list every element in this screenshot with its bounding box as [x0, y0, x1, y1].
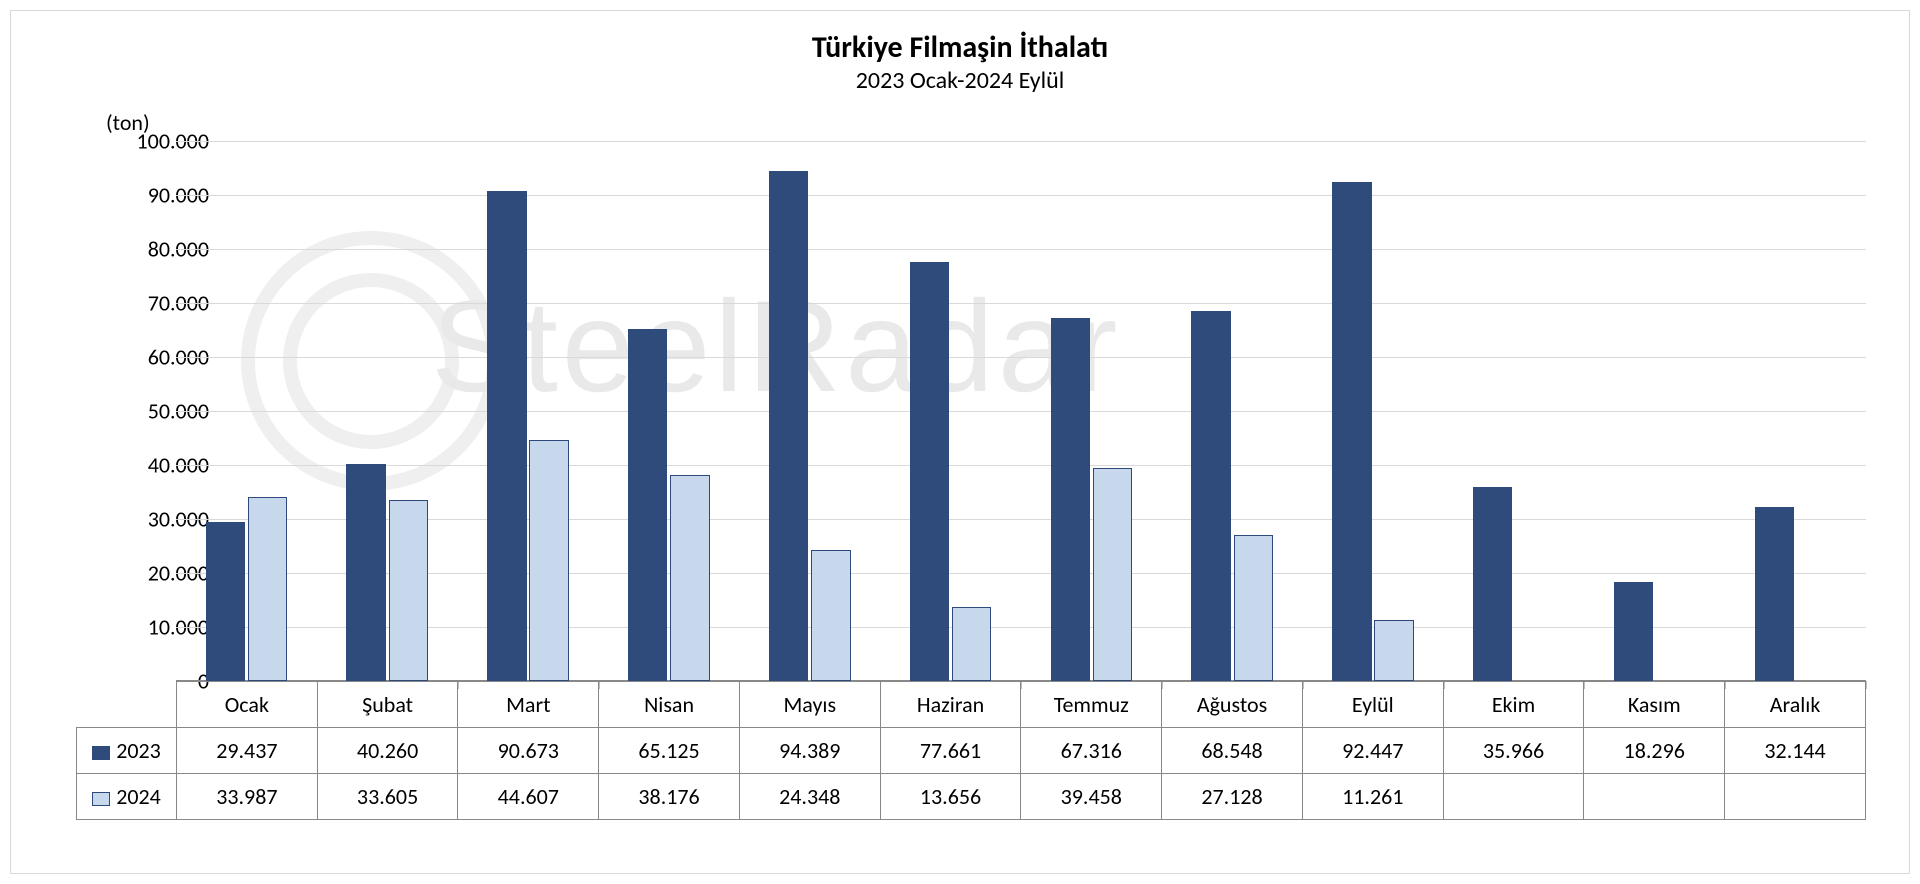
- bar: [1374, 620, 1413, 681]
- bar: [487, 191, 526, 681]
- table-cell: 35.966: [1443, 728, 1584, 774]
- chart-frame: SteelRadar Türkiye Filmaşin İthalatı 202…: [10, 10, 1910, 874]
- table-cell: 33.987: [176, 774, 317, 820]
- table-cell: 68.548: [1162, 728, 1303, 774]
- table-cell: 92.447: [1302, 728, 1443, 774]
- table-cell: 11.261: [1302, 774, 1443, 820]
- table-column-header: Mart: [458, 682, 599, 728]
- bar: [1051, 318, 1090, 682]
- table-column-header: Şubat: [317, 682, 458, 728]
- bar: [769, 171, 808, 681]
- gridline: [176, 573, 1866, 574]
- table-column-header: Kasım: [1584, 682, 1725, 728]
- bar: [670, 475, 709, 681]
- table-cell: 29.437: [176, 728, 317, 774]
- table-column-header: Mayıs: [739, 682, 880, 728]
- table-cell: 39.458: [1021, 774, 1162, 820]
- table-column-header: Temmuz: [1021, 682, 1162, 728]
- legend-swatch: [92, 792, 110, 806]
- bar: [910, 262, 949, 681]
- legend-series-name: 2024: [116, 783, 161, 810]
- plot-area: [176, 141, 1866, 681]
- table-cell: 38.176: [599, 774, 740, 820]
- table-cell: 18.296: [1584, 728, 1725, 774]
- gridline: [176, 465, 1866, 466]
- bar: [206, 522, 245, 681]
- table-cell: 33.605: [317, 774, 458, 820]
- table-cell: 44.607: [458, 774, 599, 820]
- legend-swatch: [92, 746, 110, 760]
- table-cell: [1443, 774, 1584, 820]
- table-cell: 32.144: [1725, 728, 1866, 774]
- table-column-header: Ekim: [1443, 682, 1584, 728]
- gridline: [176, 519, 1866, 520]
- gridline: [176, 249, 1866, 250]
- bar: [811, 550, 850, 681]
- bar: [1191, 311, 1230, 681]
- table-cell: 27.128: [1162, 774, 1303, 820]
- table-column-header: Haziran: [880, 682, 1021, 728]
- table-cell: 65.125: [599, 728, 740, 774]
- bar: [1755, 507, 1794, 681]
- table-cell: [1725, 774, 1866, 820]
- table-cell: 24.348: [739, 774, 880, 820]
- table-cell: [1584, 774, 1725, 820]
- gridline: [176, 195, 1866, 196]
- table-column-header: Eylül: [1302, 682, 1443, 728]
- bar: [529, 440, 568, 681]
- bar: [1614, 582, 1653, 681]
- table-cell: 13.656: [880, 774, 1021, 820]
- bar: [952, 607, 991, 681]
- gridline: [176, 357, 1866, 358]
- table-column-header: Nisan: [599, 682, 740, 728]
- table-column-header: Ağustos: [1162, 682, 1303, 728]
- table-corner: [77, 682, 177, 728]
- gridline: [176, 303, 1866, 304]
- legend-series-name: 2023: [116, 737, 161, 764]
- chart-title: Türkiye Filmaşin İthalatı: [11, 29, 1909, 66]
- table-cell: 90.673: [458, 728, 599, 774]
- bar: [1234, 535, 1273, 681]
- table-cell: 94.389: [739, 728, 880, 774]
- gridline: [176, 411, 1866, 412]
- gridline: [176, 141, 1866, 142]
- bar: [1093, 468, 1132, 681]
- chart-titles: Türkiye Filmaşin İthalatı 2023 Ocak-2024…: [11, 11, 1909, 95]
- legend-cell: 2024: [77, 774, 177, 820]
- bar: [1332, 182, 1371, 681]
- gridline: [176, 627, 1866, 628]
- table-column-header: Aralık: [1725, 682, 1866, 728]
- bar: [628, 329, 667, 681]
- chart-subtitle: 2023 Ocak-2024 Eylül: [11, 66, 1909, 95]
- data-table: OcakŞubatMartNisanMayısHaziranTemmuzAğus…: [76, 681, 1866, 820]
- table-cell: 77.661: [880, 728, 1021, 774]
- category-boundary: [1866, 681, 1867, 689]
- legend-cell: 2023: [77, 728, 177, 774]
- table-column-header: Ocak: [176, 682, 317, 728]
- bar: [346, 464, 385, 681]
- bar: [1473, 487, 1512, 681]
- table-cell: 40.260: [317, 728, 458, 774]
- bar: [389, 500, 428, 681]
- table-cell: 67.316: [1021, 728, 1162, 774]
- bar: [248, 497, 287, 681]
